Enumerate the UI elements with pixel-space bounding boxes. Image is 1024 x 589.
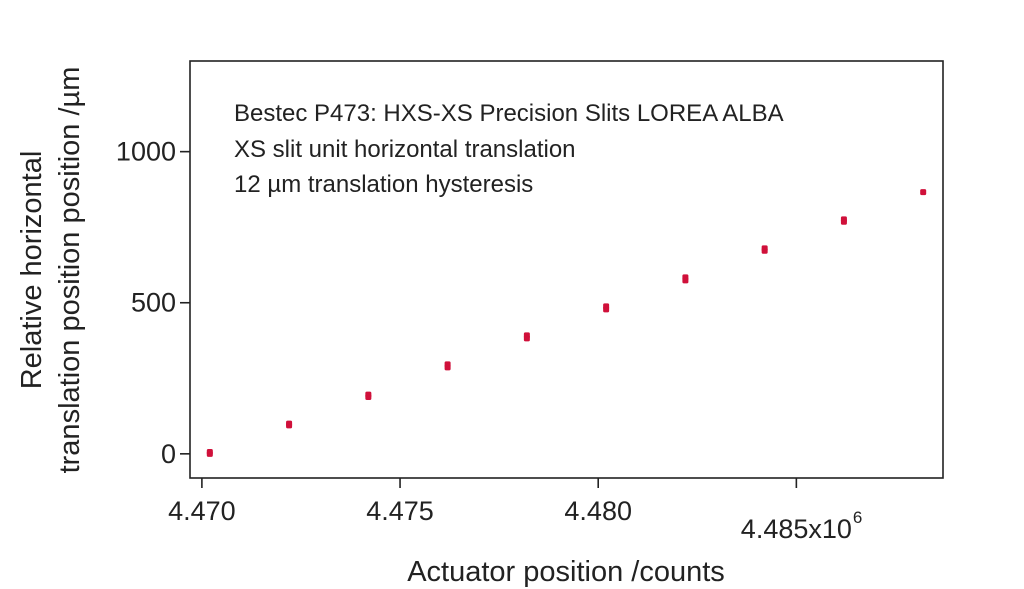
data-points — [206, 189, 927, 457]
y-axis-label-line-2: translation position position /µm — [54, 67, 86, 474]
y-tick-label: 500 — [131, 288, 176, 318]
x-tick-label: 4.470 — [168, 496, 236, 526]
data-point — [523, 332, 530, 339]
annotation-line-2: XS slit unit horizontal translation — [234, 136, 576, 163]
y-tick-label: 1000 — [116, 137, 176, 167]
plot-frame — [189, 60, 944, 479]
y-axis: 0 500 1000 — [116, 137, 190, 469]
data-point — [206, 449, 213, 456]
data-point — [920, 189, 927, 196]
data-point — [840, 216, 847, 223]
data-point — [761, 245, 768, 252]
data-point — [286, 420, 293, 427]
x-axis-label: Actuator position /counts — [407, 556, 725, 588]
x-axis: 4.470 4.475 4.480 4.485x10 6 — [168, 478, 862, 544]
annotation-line-3: 12 µm translation hysteresis — [234, 171, 533, 198]
data-point — [603, 303, 610, 310]
x-exponent-label: 6 — [853, 508, 862, 527]
data-point — [444, 361, 451, 368]
data-point — [365, 391, 372, 398]
y-tick-label: 0 — [161, 439, 176, 469]
x-tick-label: 4.480 — [564, 496, 632, 526]
annotation-line-1: Bestec P473: HXS-XS Precision Slits LORE… — [234, 100, 784, 127]
x-tick-label: 4.485x10 — [741, 514, 852, 544]
x-tick-label: 4.475 — [366, 496, 434, 526]
y-axis-label-line-1: Relative horizontal — [16, 151, 48, 390]
data-point — [682, 274, 689, 281]
